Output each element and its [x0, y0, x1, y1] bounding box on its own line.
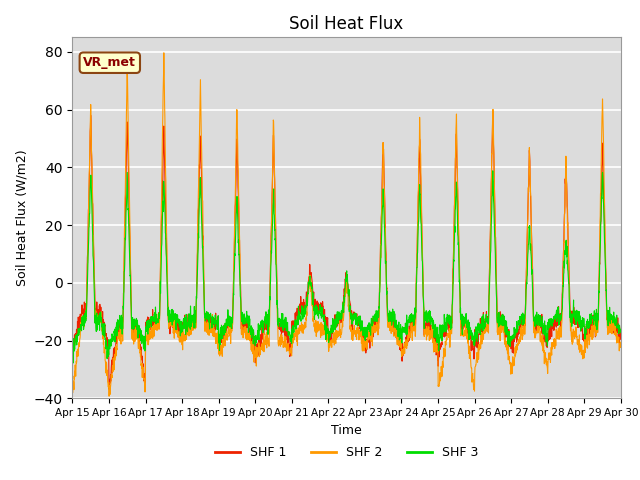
- SHF 2: [617, 339, 625, 345]
- Title: Soil Heat Flux: Soil Heat Flux: [289, 15, 404, 33]
- SHF 1: [105, 386, 113, 392]
- X-axis label: Time: Time: [332, 424, 362, 437]
- SHF 2: [222, 330, 230, 336]
- SHF 3: [569, 312, 577, 318]
- SHF 2: [506, 360, 514, 365]
- SHF 1: [68, 336, 76, 342]
- SHF 1: [569, 308, 577, 314]
- Legend: SHF 1, SHF 2, SHF 3: SHF 1, SHF 2, SHF 3: [209, 442, 484, 464]
- SHF 2: [105, 394, 113, 399]
- SHF 3: [617, 330, 625, 336]
- SHF 2: [584, 337, 592, 343]
- SHF 1: [506, 338, 514, 344]
- Line: SHF 3: SHF 3: [72, 171, 621, 363]
- SHF 1: [363, 343, 371, 348]
- SHF 2: [68, 385, 76, 391]
- SHF 3: [221, 329, 229, 335]
- SHF 1: [584, 326, 592, 332]
- SHF 2: [569, 340, 577, 346]
- SHF 3: [506, 336, 514, 342]
- SHF 3: [68, 354, 76, 360]
- SHF 1: [489, 108, 497, 114]
- SHF 2: [375, 326, 383, 332]
- SHF 3: [69, 360, 77, 366]
- SHF 1: [374, 320, 382, 326]
- SHF 1: [221, 335, 229, 341]
- Line: SHF 1: SHF 1: [72, 111, 621, 389]
- SHF 2: [160, 50, 168, 56]
- SHF 3: [584, 323, 592, 329]
- SHF 1: [617, 337, 625, 343]
- SHF 3: [374, 315, 382, 321]
- SHF 3: [489, 168, 497, 174]
- SHF 3: [363, 326, 371, 332]
- Line: SHF 2: SHF 2: [72, 53, 621, 396]
- Text: VR_met: VR_met: [83, 56, 136, 69]
- Y-axis label: Soil Heat Flux (W/m2): Soil Heat Flux (W/m2): [15, 150, 28, 286]
- SHF 2: [363, 346, 371, 352]
